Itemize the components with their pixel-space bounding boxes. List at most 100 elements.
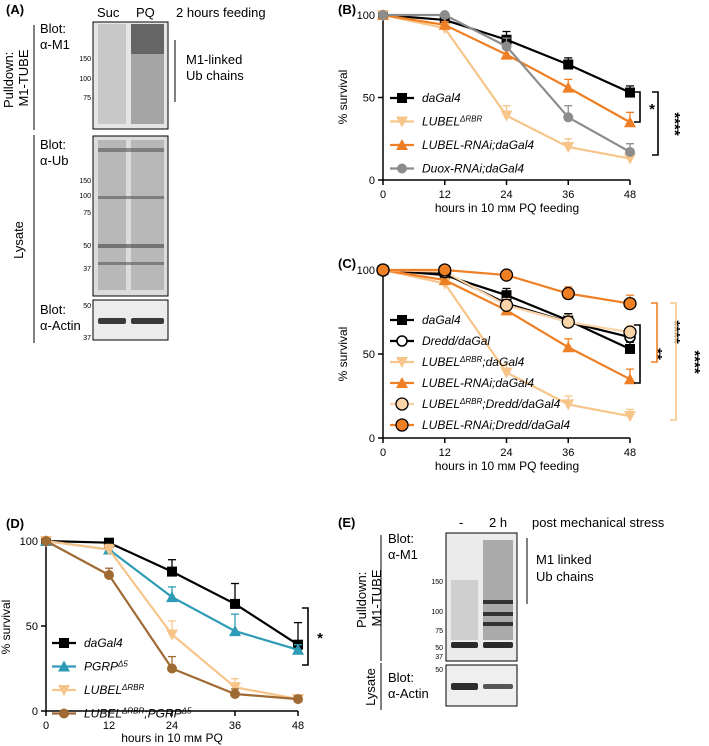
legend-marker xyxy=(58,685,70,696)
data-point xyxy=(562,399,575,411)
legend-marker xyxy=(59,708,69,719)
series-lubel-rbr-pgrp-5 xyxy=(41,536,303,705)
marker-a-mid-75: 75 xyxy=(83,210,91,217)
x-tick-label: 36 xyxy=(229,720,241,732)
significance-label: **** xyxy=(666,320,683,344)
significance-label: * xyxy=(649,101,655,118)
legend-item: daGal4 xyxy=(52,636,123,650)
data-point xyxy=(103,544,115,556)
data-point xyxy=(166,629,178,641)
data-point xyxy=(623,296,637,311)
group-label-pulldown-2: M1-TUBE xyxy=(16,49,31,106)
group-label-lysate: Lysate xyxy=(11,221,26,259)
lane-label-2h: 2 h xyxy=(489,515,507,530)
x-tick-label: 24 xyxy=(500,447,512,459)
legend-text-part: ΔRBR xyxy=(121,706,144,715)
data-point xyxy=(500,48,513,60)
data-point xyxy=(293,694,303,705)
legend-label: LUBELΔRBR;daGal4 xyxy=(422,355,525,370)
significance-label: * xyxy=(317,630,323,647)
x-tick-label: 12 xyxy=(439,447,451,459)
panel-label-e: (E) xyxy=(338,515,355,530)
blot-label-top: Blot: xyxy=(40,21,66,36)
series-lubel-rnai-dredd-dagal4 xyxy=(376,263,637,311)
smear-lane-pq-top xyxy=(131,24,164,54)
legend-text-part: ΔRBR xyxy=(459,114,482,123)
bracket-line xyxy=(652,91,659,156)
blot-a-middle-bands xyxy=(98,140,164,290)
bracket-label-e-1: M1 linked xyxy=(536,552,592,567)
legend-text-part: LUBEL xyxy=(422,397,460,411)
x-tick-label: 48 xyxy=(624,447,636,459)
legend-label: Duox-RNAi;daGal4 xyxy=(422,162,524,176)
bracket-line xyxy=(302,607,309,666)
bracket-line xyxy=(651,302,658,363)
antibody-label-top: α-M1 xyxy=(40,37,70,52)
data-point xyxy=(501,41,512,52)
y-tick-label: 50 xyxy=(363,93,375,105)
x-tick-label: 36 xyxy=(562,447,574,459)
legend-marker xyxy=(58,660,70,672)
y-tick-label: 100 xyxy=(20,536,38,548)
panel-e: (E) - 2 h post mechanical stress Pulldow… xyxy=(338,515,665,710)
lane-label-suc: Suc xyxy=(97,5,120,20)
marker-a-top-75: 75 xyxy=(83,95,91,102)
condition-label-e: post mechanical stress xyxy=(532,515,665,530)
actin-band-e-minus xyxy=(451,683,478,690)
legend-text-part: ΔRBR xyxy=(459,397,482,406)
group-label-pulldown-e-1: Pulldown: xyxy=(354,572,369,628)
smear-lane-pq-lysate xyxy=(131,140,164,290)
data-point xyxy=(378,10,388,20)
blot-label-bottom: Blot: xyxy=(40,302,66,317)
band-a-3 xyxy=(98,244,164,248)
x-tick-label: 0 xyxy=(43,720,49,732)
bracket-label-e-2: Ub chains xyxy=(536,569,594,584)
marker-a-top-150: 150 xyxy=(79,56,91,63)
lane-label-minus: - xyxy=(459,515,463,530)
antibody-label-middle: α-Ub xyxy=(40,153,68,168)
marker-e-100: 100 xyxy=(431,609,443,616)
y-tick-label: 50 xyxy=(363,349,375,361)
legend-text-part: Duox-RNAi;daGal4 xyxy=(422,162,524,176)
x-axis-label: hours in 10 mм PQ feeding xyxy=(435,201,579,215)
marker-a-mid-50: 50 xyxy=(83,243,91,250)
band-e-2h-2 xyxy=(483,612,513,616)
group-label-lysate-e: Lysate xyxy=(363,668,378,706)
legend-label: Dredd/daGal xyxy=(422,334,490,348)
data-point xyxy=(562,81,575,93)
significance-bracket: * xyxy=(302,607,323,666)
blot-label-e-bottom: Blot: xyxy=(388,670,414,685)
y-axis-label: % survival xyxy=(336,70,350,125)
x-tick-label: 24 xyxy=(166,720,178,732)
data-point xyxy=(167,566,177,577)
band-e-minus-50 xyxy=(451,642,478,648)
data-point xyxy=(439,10,450,20)
legend-item: Dredd/daGal xyxy=(390,334,490,348)
legend-text-part: ΔRBR xyxy=(121,683,144,692)
group-label-pulldown-e-2: M1-TUBE xyxy=(369,569,384,626)
antibody-label-bottom: α-Actin xyxy=(40,318,81,333)
data-point xyxy=(499,268,514,282)
legend-label: LUBELΔRBR xyxy=(84,683,145,698)
legend-text-part: daGal4 xyxy=(422,313,461,327)
x-axis-label: hours in 10 mм PQ xyxy=(121,731,223,745)
legend-text-part: LUBEL-RNAi;daGal4 xyxy=(422,138,534,152)
data-point xyxy=(229,625,241,637)
antibody-label-e-bottom: α-Actin xyxy=(388,686,429,701)
data-point xyxy=(562,341,575,353)
marker-e-150: 150 xyxy=(431,579,443,586)
data-point xyxy=(438,263,452,277)
data-point xyxy=(438,274,451,286)
significance-bracket: **** xyxy=(670,302,703,421)
y-tick-label: 0 xyxy=(369,433,375,445)
group-label-pulldown: Pulldown: M1-TUBE xyxy=(1,48,31,108)
data-point xyxy=(562,142,575,153)
legend-item: daGal4 xyxy=(390,313,461,327)
actin-band-suc xyxy=(98,318,126,324)
bracket-label-a-1: M1-linked xyxy=(186,52,242,67)
bracket-line xyxy=(634,324,641,384)
legend-marker xyxy=(397,163,407,174)
x-tick-label: 24 xyxy=(500,189,512,201)
legend-text-part: ;Dredd/daGal4 xyxy=(482,397,560,411)
